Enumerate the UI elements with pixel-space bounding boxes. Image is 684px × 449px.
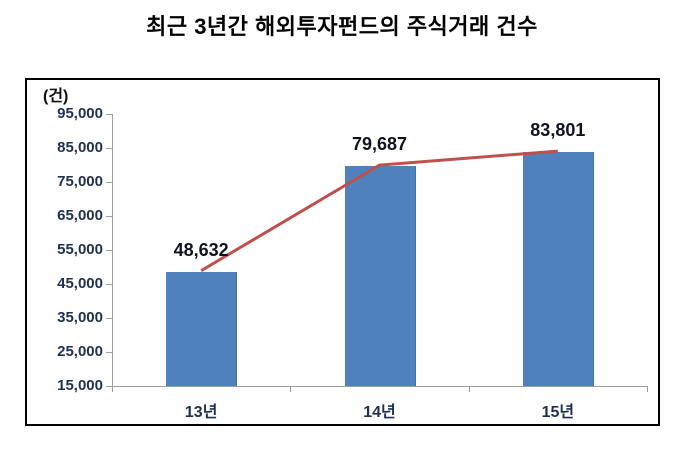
- y-axis-tick: [106, 148, 112, 149]
- x-axis-line: [112, 386, 647, 387]
- x-axis-tick: [647, 386, 648, 392]
- y-axis-tick: [106, 352, 112, 353]
- x-axis-category-label: 15년: [541, 404, 575, 421]
- y-axis-tick-label: 15,000: [57, 377, 103, 394]
- y-axis-tick: [106, 216, 112, 217]
- x-axis-category-label: 13년: [184, 404, 218, 421]
- x-axis-category-label: 14년: [363, 404, 396, 421]
- y-axis-tick: [106, 318, 112, 319]
- y-axis-tick-label: 25,000: [57, 343, 103, 360]
- y-axis-unit-label: (건): [43, 88, 69, 105]
- data-label-13년: 48,632: [173, 239, 229, 260]
- y-axis-tick: [106, 284, 112, 285]
- y-axis-tick: [106, 386, 112, 387]
- y-axis-tick-label: 95,000: [57, 105, 103, 122]
- y-axis-tick-label: 65,000: [57, 207, 103, 224]
- y-axis-tick-label: 75,000: [57, 173, 103, 190]
- chart-title: 최근 3년간 해외투자펀드의 주식거래 건수: [146, 14, 538, 39]
- bar-13년: [166, 271, 238, 386]
- x-axis-tick: [468, 386, 470, 392]
- y-axis-line: [112, 114, 113, 386]
- y-axis-tick: [106, 182, 112, 183]
- data-label-14년: 79,687: [351, 134, 408, 155]
- x-axis-tick: [290, 386, 292, 392]
- bar-15년: [522, 152, 594, 386]
- bar-14년: [344, 166, 416, 386]
- data-label-15년: 83,801: [530, 120, 586, 141]
- y-axis-tick-label: 55,000: [57, 241, 103, 258]
- chart-frame: (건) 15,000 25,000 35,000 45,000 55,000 65,000…: [25, 78, 660, 426]
- y-axis-tick-label: 85,000: [57, 139, 103, 156]
- y-axis-tick-label: 45,000: [57, 275, 103, 292]
- y-axis-tick: [106, 114, 112, 115]
- y-axis-tick: [106, 250, 112, 251]
- x-axis-tick: [112, 386, 113, 392]
- y-axis-tick-label: 35,000: [57, 309, 103, 326]
